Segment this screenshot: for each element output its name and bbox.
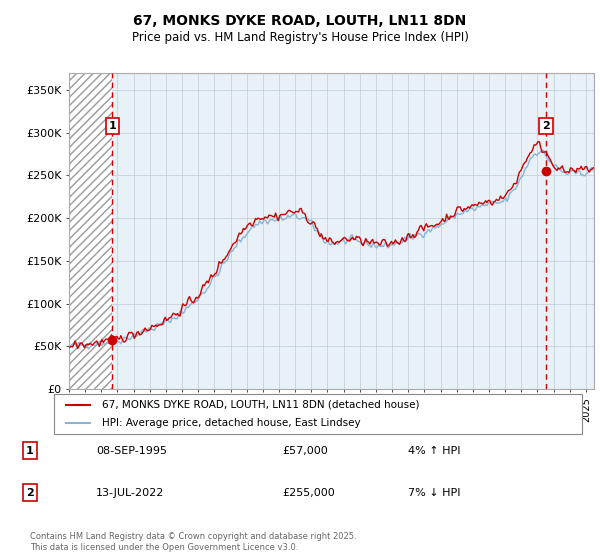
Text: £57,000: £57,000 bbox=[282, 446, 328, 456]
FancyBboxPatch shape bbox=[54, 394, 582, 434]
Text: Price paid vs. HM Land Registry's House Price Index (HPI): Price paid vs. HM Land Registry's House … bbox=[131, 31, 469, 44]
Text: 13-JUL-2022: 13-JUL-2022 bbox=[96, 488, 164, 498]
Text: 7% ↓ HPI: 7% ↓ HPI bbox=[408, 488, 461, 498]
Text: 08-SEP-1995: 08-SEP-1995 bbox=[96, 446, 167, 456]
Text: 2: 2 bbox=[26, 488, 34, 498]
Text: £255,000: £255,000 bbox=[282, 488, 335, 498]
Text: 1: 1 bbox=[26, 446, 34, 456]
Bar bbox=[69, 73, 112, 389]
Text: Contains HM Land Registry data © Crown copyright and database right 2025.
This d: Contains HM Land Registry data © Crown c… bbox=[30, 532, 356, 552]
Text: HPI: Average price, detached house, East Lindsey: HPI: Average price, detached house, East… bbox=[101, 418, 360, 428]
Text: 4% ↑ HPI: 4% ↑ HPI bbox=[408, 446, 461, 456]
Text: 67, MONKS DYKE ROAD, LOUTH, LN11 8DN: 67, MONKS DYKE ROAD, LOUTH, LN11 8DN bbox=[133, 14, 467, 28]
Text: 1: 1 bbox=[109, 121, 116, 131]
Text: 67, MONKS DYKE ROAD, LOUTH, LN11 8DN (detached house): 67, MONKS DYKE ROAD, LOUTH, LN11 8DN (de… bbox=[101, 400, 419, 410]
Text: 2: 2 bbox=[542, 121, 550, 131]
